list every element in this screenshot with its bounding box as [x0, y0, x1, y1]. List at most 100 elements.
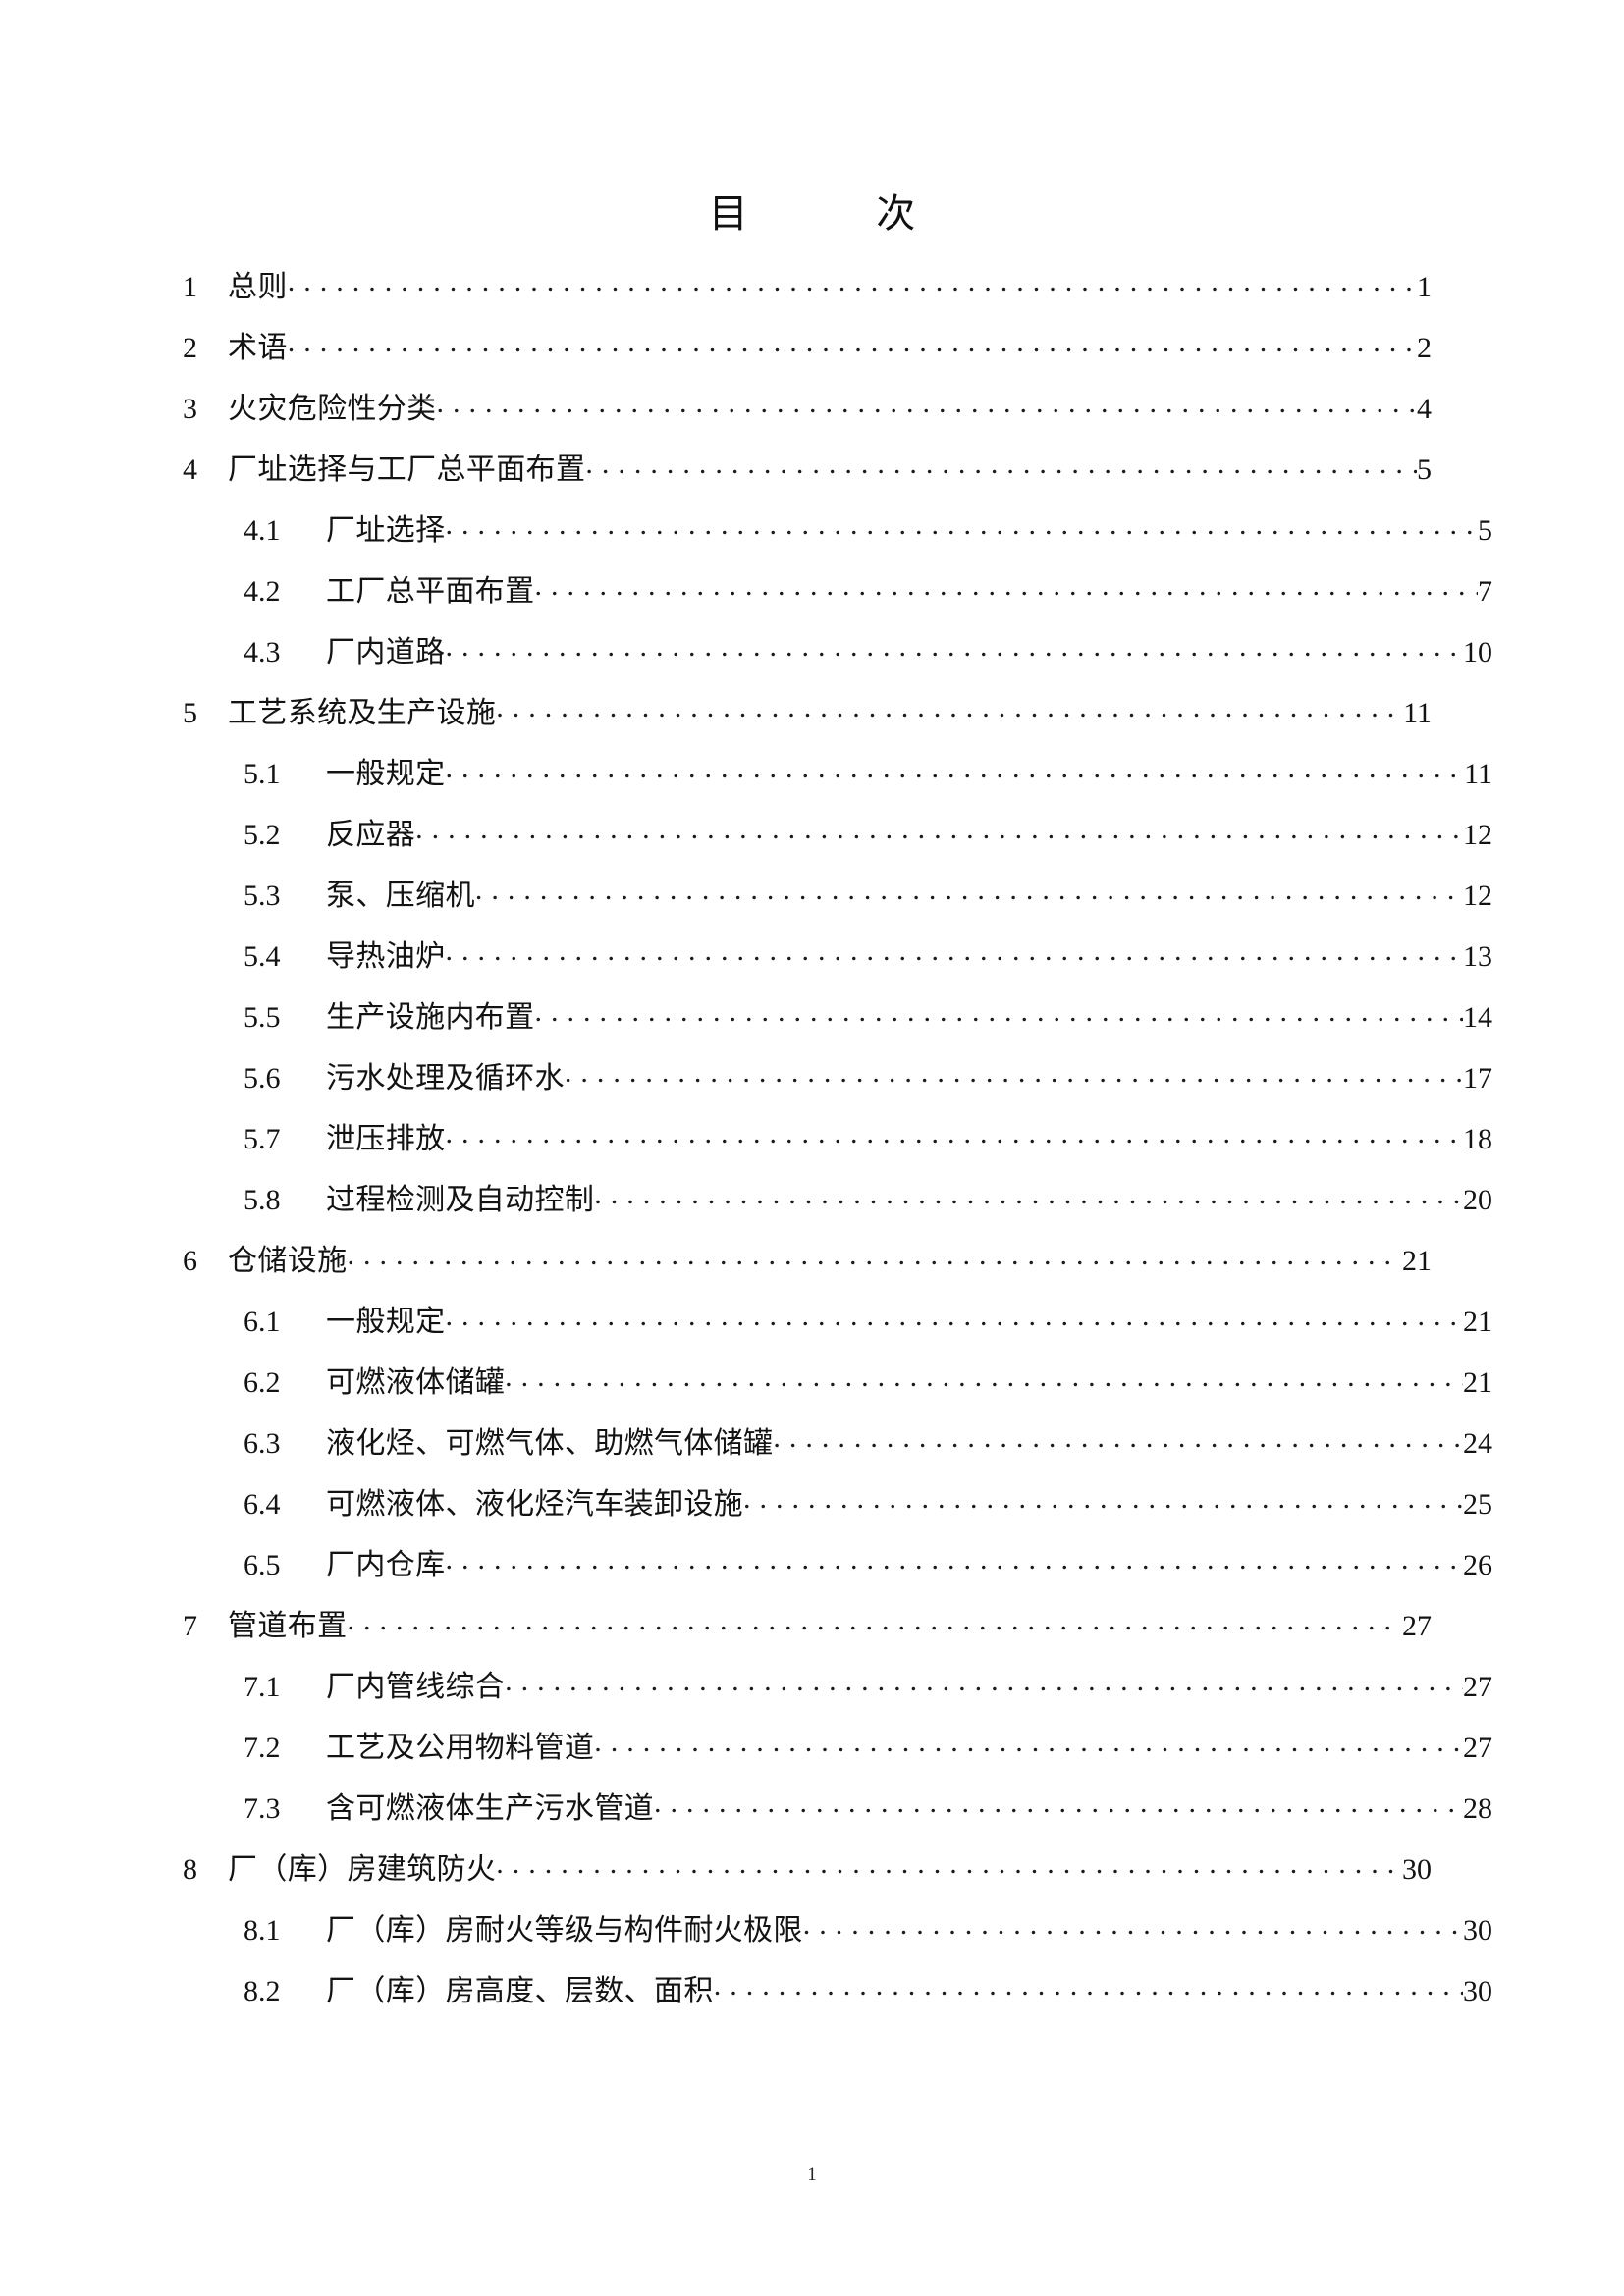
toc-dot-leader: [445, 1545, 1463, 1575]
toc-entry[interactable]: 8.1 厂（库）房耐火等级与构件耐火极限 30: [183, 1900, 1492, 1961]
toc-entry-page-number: 20: [1463, 1184, 1492, 1216]
toc-entry[interactable]: 5.7 泄压排放 18: [183, 1109, 1492, 1170]
toc-entry-label: 术语: [228, 332, 288, 364]
toc-entry-number: 3: [183, 393, 197, 425]
toc-dot-leader: [803, 1910, 1463, 1940]
toc-entry-label: 管道布置: [228, 1610, 348, 1642]
toc-entry-label: 厂内仓库: [326, 1549, 446, 1581]
toc-dot-leader: [496, 693, 1403, 722]
page-footer-number: 1: [807, 2164, 817, 2185]
toc-entry[interactable]: 5 工艺系统及生产设施 11: [183, 683, 1432, 744]
toc-entry[interactable]: 6.2 可燃液体储罐 21: [183, 1353, 1492, 1414]
toc-entry-number: 6.3: [244, 1427, 281, 1460]
toc-entry-label: 工艺系统及生产设施: [228, 697, 497, 729]
toc-entry-label: 厂内管线综合: [326, 1671, 506, 1703]
toc-dot-leader: [496, 1849, 1402, 1879]
toc-entry-number: 5.6: [244, 1062, 281, 1095]
toc-dot-leader: [505, 1362, 1463, 1392]
toc-entry-number: 5.8: [244, 1184, 281, 1216]
toc-dot-leader: [773, 1423, 1463, 1453]
toc-entry-page-number: 18: [1463, 1123, 1492, 1155]
toc-entry-page-number: 12: [1463, 819, 1492, 851]
toc-entry[interactable]: 6.5 厂内仓库 26: [183, 1535, 1492, 1596]
toc-dot-leader: [594, 1180, 1463, 1209]
toc-entry[interactable]: 7.3 含可燃液体生产污水管道 28: [183, 1779, 1492, 1840]
toc-entry-number: 5.3: [244, 880, 281, 912]
toc-entry-number: 5: [183, 697, 197, 729]
toc-entry-label: 工厂总平面布置: [326, 575, 535, 608]
toc-dot-leader: [347, 1241, 1402, 1270]
toc-entry-page-number: 30: [1463, 1914, 1492, 1947]
toc-entry[interactable]: 4 厂址选择与工厂总平面布置 5: [183, 440, 1432, 501]
toc-entry-label: 厂（库）房耐火等级与构件耐火极限: [326, 1914, 803, 1947]
toc-entry[interactable]: 6.3 液化烃、可燃气体、助燃气体储罐 24: [183, 1414, 1492, 1474]
toc-entry[interactable]: 6 仓储设施 21: [183, 1231, 1432, 1292]
toc-dot-leader: [585, 450, 1417, 479]
toc-entry-number: 8: [183, 1853, 197, 1886]
toc-dot-leader: [288, 328, 1417, 357]
toc-entry[interactable]: 6.1 一般规定 21: [183, 1292, 1492, 1353]
toc-entry[interactable]: 2 术语 2: [183, 318, 1432, 379]
toc-entry-label: 一般规定: [326, 1306, 446, 1338]
toc-entry[interactable]: 4.1 厂址选择 5: [183, 501, 1492, 561]
toc-entry[interactable]: 1 总则 1: [183, 257, 1432, 318]
toc-entry-number: 4.3: [244, 636, 281, 668]
toc-entry-page-number: 27: [1463, 1671, 1492, 1703]
toc-entry-page-number: 25: [1463, 1488, 1492, 1521]
toc-entry-label: 火灾危险性分类: [228, 393, 437, 425]
toc-entry[interactable]: 5.1 一般规定 11: [183, 744, 1492, 805]
toc-entry[interactable]: 5.4 导热油炉 13: [183, 927, 1492, 988]
toc-entry[interactable]: 4.2 工厂总平面布置 7: [183, 561, 1492, 622]
toc-entry-page-number: 30: [1402, 1853, 1432, 1886]
toc-dot-leader: [415, 815, 1463, 844]
toc-entry[interactable]: 3 火灾危险性分类 4: [183, 379, 1432, 440]
toc-entry[interactable]: 5.3 泵、压缩机 12: [183, 866, 1492, 927]
toc-entry-page-number: 5: [1417, 454, 1432, 486]
toc-entry-number: 4: [183, 454, 197, 486]
toc-entry[interactable]: 5.2 反应器 12: [183, 805, 1492, 866]
toc-entry[interactable]: 8.2 厂（库）房高度、层数、面积 30: [183, 1961, 1492, 2022]
toc-entry[interactable]: 6.4 可燃液体、液化烃汽车装卸设施 25: [183, 1474, 1492, 1535]
toc-dot-leader: [535, 571, 1478, 601]
toc-entry-label: 厂址选择: [326, 514, 446, 547]
toc-entry-label: 厂（库）房高度、层数、面积: [326, 1975, 714, 2007]
toc-dot-leader: [714, 1971, 1463, 2001]
toc-entry-number: 4.1: [244, 514, 281, 547]
toc-entry-page-number: 11: [1464, 758, 1492, 790]
toc-entry-page-number: 21: [1463, 1366, 1492, 1399]
toc-entry-number: 6.4: [244, 1488, 281, 1521]
toc-entry-number: 7: [183, 1610, 197, 1642]
toc-entry-label: 导热油炉: [326, 940, 446, 973]
toc-entry-page-number: 1: [1417, 271, 1432, 303]
toc-entry-page-number: 4: [1417, 393, 1432, 425]
toc-entry[interactable]: 7.2 工艺及公用物料管道 27: [183, 1718, 1492, 1779]
toc-entry-number: 6.2: [244, 1366, 281, 1399]
toc-entry-number: 5.2: [244, 819, 281, 851]
toc-entry-label: 过程检测及自动控制: [326, 1184, 595, 1216]
page-title: 目 次: [708, 191, 932, 236]
toc-entry[interactable]: 7 管道布置 27: [183, 1596, 1432, 1657]
toc-dot-leader: [437, 389, 1417, 418]
toc-entry-label: 泵、压缩机: [326, 880, 475, 912]
toc-entry-page-number: 26: [1463, 1549, 1492, 1581]
toc-dot-leader: [535, 997, 1463, 1027]
toc-entry-page-number: 30: [1463, 1975, 1492, 2007]
toc-entry[interactable]: 5.6 污水处理及循环水 17: [183, 1048, 1492, 1109]
toc-entry-page-number: 24: [1463, 1427, 1492, 1460]
toc-entry-label: 厂址选择与工厂总平面布置: [228, 454, 586, 486]
toc-entry-number: 5.5: [244, 1001, 281, 1034]
toc-entry[interactable]: 5.5 生产设施内布置 14: [183, 988, 1492, 1048]
toc-entry[interactable]: 5.8 过程检测及自动控制 20: [183, 1170, 1492, 1231]
toc-dot-leader: [288, 267, 1417, 296]
toc-entry-number: 7.1: [244, 1671, 281, 1703]
toc-entry[interactable]: 7.1 厂内管线综合 27: [183, 1657, 1492, 1718]
toc-entry-label: 反应器: [326, 819, 416, 851]
toc-entry[interactable]: 8 厂（库）房建筑防火 30: [183, 1840, 1432, 1900]
toc-dot-leader: [445, 1302, 1463, 1331]
toc-entry-page-number: 10: [1463, 636, 1492, 668]
toc-dot-leader: [565, 1058, 1463, 1088]
toc-entry-number: 5.7: [244, 1123, 281, 1155]
toc-entry-label: 含可燃液体生产污水管道: [326, 1792, 654, 1825]
toc-entry[interactable]: 4.3 厂内道路 10: [183, 622, 1492, 683]
